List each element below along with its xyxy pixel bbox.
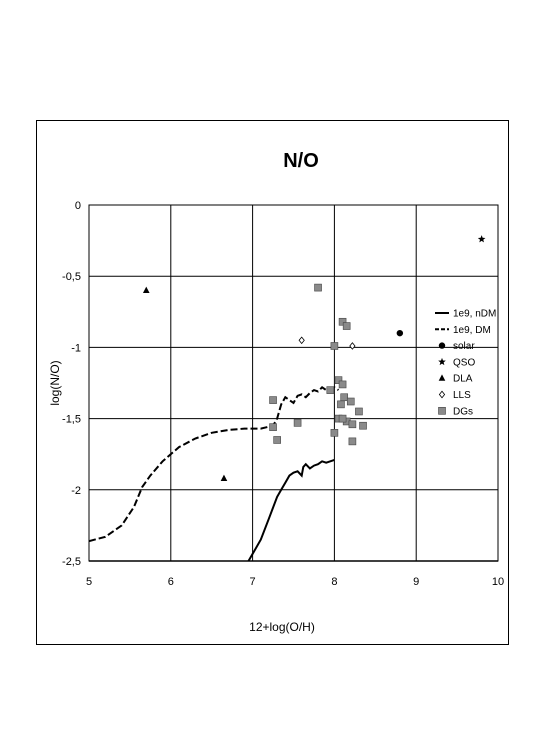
data-point-dla (220, 474, 228, 482)
x-axis-label: 12+log(O/H) (249, 620, 315, 634)
legend: 1e9, nDM 1e9, DM solar QSO DLA LLS DGs (435, 309, 496, 417)
x-tick-label: 9 (413, 576, 419, 588)
legend-label-solar: solar (453, 341, 475, 352)
data-point-dgs (348, 437, 357, 446)
x-tick-label: 6 (168, 576, 174, 588)
data-point-dgs (269, 396, 277, 404)
series-line-1e9-dm (89, 386, 340, 543)
data-point-dgs (355, 407, 363, 416)
data-point-dgs (326, 386, 335, 394)
x-tick-label: 10 (492, 576, 504, 588)
y-tick-label: -1 (71, 342, 81, 354)
grid (88, 204, 499, 562)
chart-frame: 5 6 7 8 9 10 0 -0,5 -1 -1,5 -2 -2,5 N/O 12+log(O/H)… (36, 120, 509, 645)
data-point-dgs (342, 322, 351, 330)
series-points (142, 235, 486, 482)
data-point-dgs (273, 436, 281, 444)
plot-border (88, 204, 499, 562)
legend-swatch-qso (438, 357, 446, 366)
data-point-dgs (338, 380, 347, 389)
chart-title: N/O (283, 150, 319, 172)
data-point-dgs (334, 376, 343, 384)
x-tick-label: 8 (331, 576, 337, 588)
legend-label-dla: DLA (453, 374, 473, 385)
data-point-dgs (330, 429, 339, 437)
y-tick-label: 0 (75, 200, 81, 212)
y-tick-label: -0,5 (62, 271, 81, 283)
data-point-dgs (338, 317, 347, 326)
legend-label-lls: LLS (453, 390, 471, 401)
series-lines (89, 386, 340, 561)
legend-label-1e9-ndm: 1e9, nDM (453, 309, 496, 320)
x-tick-label: 7 (250, 576, 256, 588)
data-point-dgs (269, 423, 277, 431)
y-tick-label: -1,5 (62, 414, 81, 426)
tick-labels: 5 6 7 8 9 10 0 -0,5 -1 -1,5 -2 -2,5 (62, 200, 504, 588)
legend-label-dgs: DGs (453, 406, 473, 417)
data-point-qso (477, 235, 486, 243)
data-point-lls (349, 342, 356, 350)
data-point-dgs (330, 342, 339, 350)
y-axis-label: log(N/O) (48, 360, 62, 405)
data-point-dgs (337, 400, 345, 409)
y-tick-label: -2,5 (62, 556, 81, 568)
data-point-dgs (348, 420, 357, 429)
data-point-lls (298, 336, 305, 345)
data-point-dgs (340, 393, 349, 402)
legend-swatch-dla (438, 374, 446, 381)
legend-label-qso: QSO (453, 357, 475, 368)
x-tick-label: 5 (86, 576, 92, 588)
data-point-dgs (346, 397, 355, 406)
data-point-dgs (359, 421, 367, 430)
data-point-dgs (314, 283, 322, 292)
data-point-dgs (293, 419, 302, 427)
series-line-1e9-ndm (247, 458, 335, 561)
legend-swatch-lls (438, 390, 446, 399)
legend-swatch-solar (438, 342, 446, 349)
y-tick-label: -2 (71, 485, 81, 497)
legend-label-1e9-dm: 1e9, DM (453, 325, 491, 336)
data-point-dla (142, 286, 150, 294)
legend-swatch-dgs (438, 406, 446, 415)
data-point-solar (396, 329, 404, 337)
chart: 5 6 7 8 9 10 0 -0,5 -1 -1,5 -2 -2,5 N/O 12+log(O/H)… (48, 150, 504, 634)
data-point-dgs (338, 414, 347, 423)
